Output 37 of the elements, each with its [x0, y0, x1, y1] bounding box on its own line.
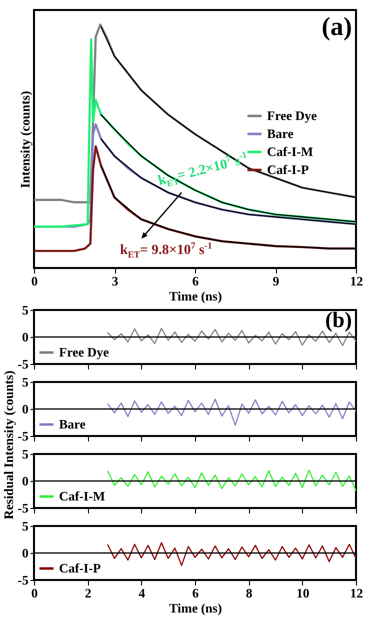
legend-label: Caf-I-M: [59, 488, 106, 504]
legend-label: Bare: [59, 416, 86, 432]
y-tick-label: -5: [18, 356, 29, 372]
x-tick-label: 6: [192, 274, 200, 288]
y-tick-label: -5: [18, 428, 29, 444]
legend-label: Caf-I-M: [267, 144, 314, 159]
y-tick-label: 5: [22, 446, 29, 462]
x-tick-label: 9: [272, 274, 280, 288]
y-tick-label: 0: [22, 330, 28, 344]
y-tick-label: -5: [18, 572, 29, 588]
y-tick-label: 5: [22, 302, 29, 318]
x-tick-label: 2: [84, 586, 92, 600]
x-tick-label: 12: [350, 274, 363, 288]
legend-label: Caf-I-P: [267, 162, 309, 177]
legend-label: Bare: [267, 126, 294, 141]
x-tick-label: 12: [350, 586, 363, 600]
legend-label: Free Dye: [267, 108, 318, 123]
y-tick-label: 0: [22, 474, 28, 488]
x-tick-label: 4: [138, 586, 146, 600]
y-axis-title: Intensity (counts): [18, 90, 32, 188]
x-tick-label: 3: [112, 274, 119, 288]
x-axis-title: Time (ns): [169, 600, 222, 616]
annotation: k$_{ET}$= 9.8×10$^{7}$ s$^{-1}$: [120, 240, 212, 260]
legend-label: Free Dye: [59, 344, 110, 360]
y-tick-label: 5: [22, 518, 29, 534]
y-tick-label: 0: [22, 546, 28, 560]
y-tick-label: 0: [22, 402, 28, 416]
y-axis-title: Residual Intensity (counts): [1, 370, 17, 520]
x-tick-label: 8: [246, 586, 253, 600]
x-tick-label: 6: [192, 586, 200, 600]
x-axis-title: Time (ns): [169, 288, 222, 304]
chart-title: (b): [325, 307, 352, 332]
y-tick-label: -5: [18, 500, 29, 516]
legend-label: Caf-I-P: [59, 560, 101, 576]
x-tick-label: 10: [296, 586, 310, 600]
y-tick-label: 5: [22, 374, 29, 390]
chart-title: (a): [322, 12, 352, 41]
